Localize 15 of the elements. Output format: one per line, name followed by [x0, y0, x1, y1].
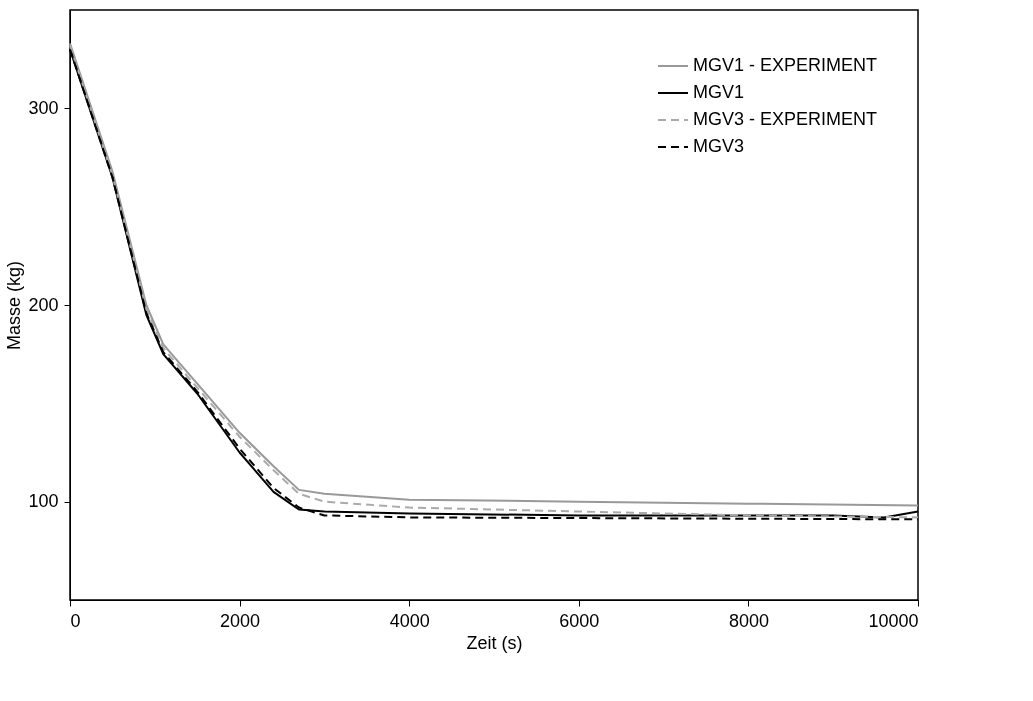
y-tick-label: 100	[28, 491, 59, 512]
y-tick-label: 300	[28, 97, 59, 118]
x-tick-label: 8000	[728, 610, 769, 631]
x-axis-title: Zeit (s)	[466, 632, 523, 653]
legend-label: MGV1 - EXPERIMENT	[693, 55, 878, 75]
legend-label: MGV1	[693, 82, 745, 102]
legend-label: MGV3	[693, 136, 745, 156]
x-tick-label: 2000	[220, 610, 261, 631]
y-axis-title: Masse (kg)	[4, 260, 25, 351]
x-tick-label: 10000	[868, 610, 919, 631]
x-tick-label: 6000	[559, 610, 600, 631]
legend-label: MGV3 - EXPERIMENT	[693, 109, 878, 129]
x-tick-label: 0	[70, 610, 81, 631]
x-tick-label: 4000	[389, 610, 430, 631]
y-tick-label: 200	[28, 294, 59, 315]
